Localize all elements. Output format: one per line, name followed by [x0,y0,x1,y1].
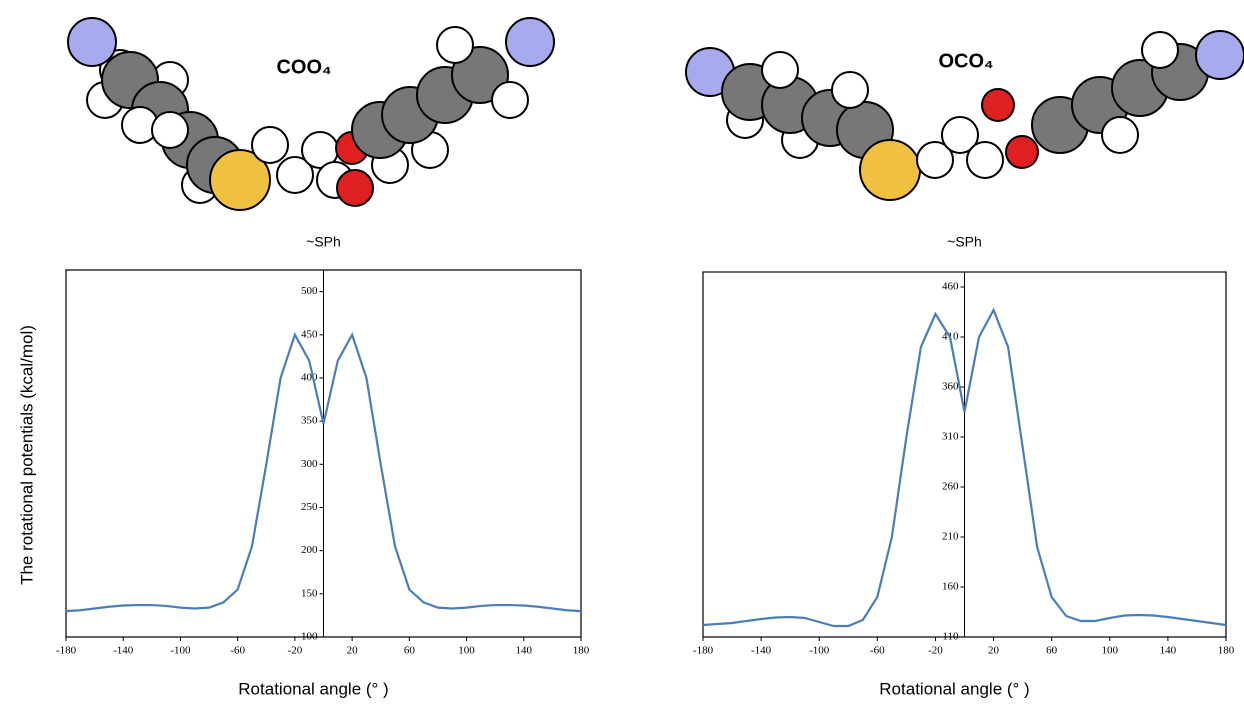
y-tick-label: 150 [301,587,318,599]
x-tick-label: -100 [809,645,830,657]
x-tick-label: 60 [404,645,416,657]
y-tick-label: 160 [942,581,959,593]
x-tick-label: 20 [988,645,1000,657]
molecule-model [685,30,1244,201]
molecule-label: OCO₄ [938,50,993,72]
data-line [65,332,582,613]
chart-title: ~SPh [947,234,982,250]
x-tick-label: -20 [928,645,943,657]
x-tick-label: 180 [573,645,590,657]
y-tick-label: 460 [942,281,959,293]
x-tick-label: -140 [751,645,772,657]
x-tick-label: -100 [170,645,191,657]
y-tick-label: 100 [301,631,318,643]
x-tick-label: 60 [1046,645,1058,657]
x-axis-label: Rotational angle (° ) [238,679,388,698]
y-tick-label: 500 [301,285,318,297]
y-tick-label: 200 [301,544,318,556]
x-tick-label: -140 [113,645,134,657]
x-tick-label: -180 [693,645,714,657]
molecule-model [67,17,555,211]
data-line [702,307,1227,628]
x-tick-label: 140 [1160,645,1177,657]
y-tick-label: 210 [942,531,959,543]
y-tick-label: 260 [942,481,959,493]
x-tick-label: -180 [56,645,77,657]
chart-title: ~SPh [306,234,341,250]
y-tick-label: 400 [301,371,318,383]
x-tick-label: 100 [1102,645,1119,657]
x-tick-label: -60 [230,645,245,657]
x-axis-label: Rotational angle (° ) [879,679,1029,698]
x-tick-label: -60 [870,645,885,657]
y-tick-label: 110 [942,631,959,643]
x-tick-label: 140 [516,645,533,657]
molecule-label: COO₄ [276,56,331,78]
y-tick-label: 250 [301,501,318,513]
y-tick-label: 360 [942,381,959,393]
x-tick-label: -20 [288,645,303,657]
x-tick-label: 180 [1218,645,1235,657]
y-axis-label: The rotational potentials (kcal/mol) [17,325,36,585]
x-tick-label: 20 [347,645,359,657]
y-tick-label: 350 [301,415,318,427]
y-tick-label: 310 [942,431,959,443]
y-tick-label: 450 [301,328,318,340]
y-tick-label: 300 [301,458,318,470]
x-tick-label: 100 [458,645,475,657]
